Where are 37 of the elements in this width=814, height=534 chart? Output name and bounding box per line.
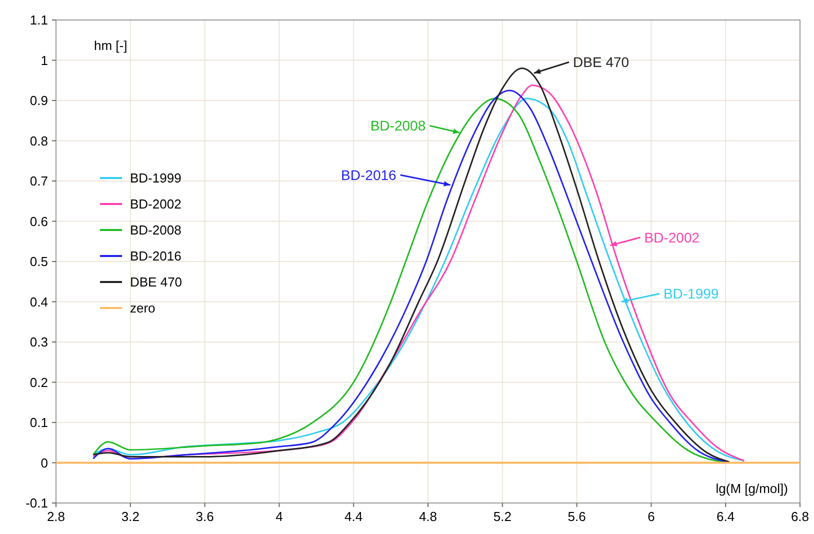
y-tick-label: -0.1 [26,496,48,511]
y-tick-label: 0.6 [30,214,48,229]
x-tick-label: 5.6 [568,509,586,524]
y-tick-label: 0.4 [30,294,48,310]
y-tick-label: 0.2 [30,374,48,390]
legend-label: zero [130,300,156,316]
y-tick-label: 0.8 [30,133,48,148]
y-tick-label: 0.7 [30,174,48,189]
x-tick-label: 4.8 [418,509,438,524]
x-tick-label: 6.8 [790,509,810,524]
annotation: BD-2008 [370,118,426,134]
x-tick-label: 6.4 [716,509,735,524]
x-tick-label: 5.2 [493,509,512,524]
annotation: DBE 470 [573,54,630,70]
x-tick-label: 4 [276,509,283,524]
y-tick-label: 1 [40,52,48,68]
y-tick-label: 0 [40,455,48,470]
legend-label: BD-2016 [130,248,182,264]
x-tick-label: 6 [648,509,655,524]
x-tick-label: 3.6 [196,509,214,524]
x-axis-title: lg(M [g/mol]) [716,481,788,496]
legend-label: BD-2002 [130,196,182,212]
annotation: BD-2002 [644,229,700,246]
legend-label: BD-2008 [130,222,182,238]
y-tick-label: 0.3 [30,334,48,350]
x-tick-label: 2.8 [46,509,66,524]
y-axis-title: hm [-] [94,38,128,53]
x-tick-label: 3.2 [121,509,140,524]
y-tick-label: 0.5 [30,254,48,270]
y-tick-label: 0.9 [30,93,48,108]
annotation: BD-2016 [341,166,397,183]
legend-label: BD-1999 [130,170,182,186]
annotation: BD-1999 [663,286,719,302]
y-tick-label: 0.1 [30,415,48,430]
y-tick-label: 1.1 [30,12,48,28]
x-tick-label: 4.4 [344,509,363,524]
legend-label: DBE 470 [130,274,182,290]
